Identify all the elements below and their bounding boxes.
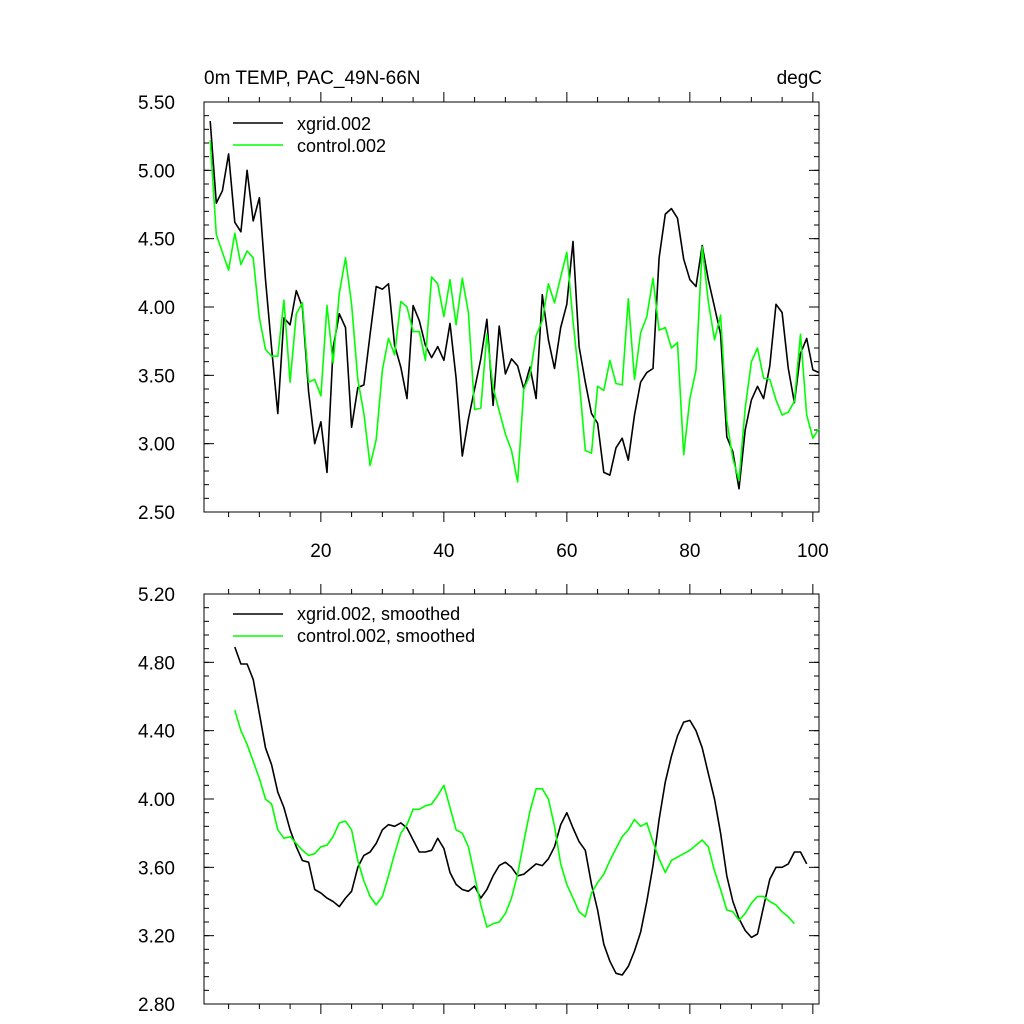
top-x-tick-label: 60 [556, 541, 577, 562]
bottom-y-tick-label: 3.20 [138, 927, 175, 948]
bottom-y-tick-label: 3.60 [138, 858, 175, 879]
top-x-tick-label: 100 [797, 541, 829, 562]
bottom-legend-label-control: control.002, smoothed [297, 626, 475, 646]
top-series-line-xgrid [209, 121, 820, 490]
bottom-legend-label-xgrid: xgrid.002, smoothed [297, 604, 460, 624]
top-series-lines [209, 121, 820, 490]
bottom-series-line-control [234, 709, 795, 928]
top-panel: 0m TEMP, PAC_49N-66N degC 2.50 3.00 3.50 4.… [138, 68, 829, 562]
bottom-legend: xgrid.002, smoothed control.002, smoothe… [233, 604, 475, 646]
top-legend-label-xgrid: xgrid.002 [297, 114, 371, 134]
bottom-panel: 2.80 3.20 3.60 4.00 4.40 4.80 5.20 xgrid.002, … [138, 584, 820, 1016]
top-y-tick-label: 2.50 [138, 503, 175, 524]
top-title: 0m TEMP, PAC_49N-66N [204, 68, 420, 89]
bottom-axes: 2.80 3.20 3.60 4.00 4.40 4.80 5.20 [138, 584, 819, 1016]
top-x-tick-label: 20 [310, 541, 331, 562]
top-axes: 2.50 3.00 3.50 4.00 4.50 5.00 5.50 20 40 60 80 100 [138, 92, 829, 562]
top-legend: xgrid.002 control.002 [233, 114, 386, 156]
bottom-series-line-xgrid [234, 646, 808, 976]
bottom-y-tick-label: 4.80 [138, 653, 175, 674]
bottom-series-lines [234, 646, 808, 976]
bottom-plot-frame [203, 593, 820, 1005]
top-y-tick-label: 4.00 [138, 298, 175, 319]
top-y-tick-label: 3.00 [138, 435, 175, 456]
top-x-tick-label: 80 [679, 541, 700, 562]
bottom-y-tick-label: 4.00 [138, 790, 175, 811]
top-series-line-control [209, 140, 820, 483]
bottom-y-tick-label: 4.40 [138, 722, 175, 743]
top-legend-label-control: control.002 [297, 136, 386, 156]
top-x-tick-label: 40 [433, 541, 454, 562]
top-y-tick-label: 5.50 [138, 93, 175, 114]
top-y-tick-label: 5.00 [138, 161, 175, 182]
top-y-tick-label: 4.50 [138, 230, 175, 251]
top-y-tick-label: 3.50 [138, 366, 175, 387]
bottom-y-tick-label: 5.20 [138, 585, 175, 606]
bottom-y-tick-label: 2.80 [138, 995, 175, 1016]
top-units: degC [777, 68, 822, 89]
